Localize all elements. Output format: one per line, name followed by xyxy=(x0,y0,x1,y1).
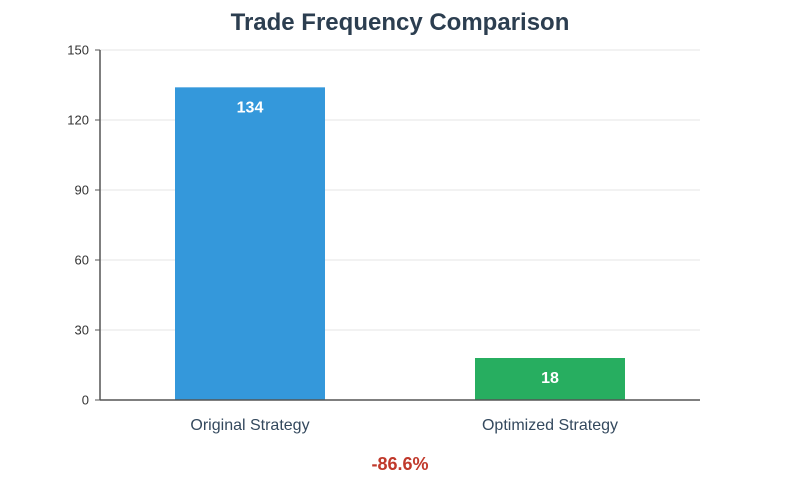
x-category-label: Optimized Strategy xyxy=(482,417,618,434)
percent-change-annotation: -86.6% xyxy=(371,454,428,474)
y-tick-label: 60 xyxy=(75,253,89,268)
y-axis-ticks: 0 30 60 90 120 150 xyxy=(67,43,100,408)
bar xyxy=(175,87,325,400)
x-axis-categories: Original Strategy Optimized Strategy xyxy=(190,417,618,434)
bars: 134 18 xyxy=(175,87,625,400)
bar xyxy=(475,358,625,400)
bar-value-label: 18 xyxy=(541,370,559,387)
x-category-label: Original Strategy xyxy=(190,417,309,434)
y-tick-label: 120 xyxy=(67,113,89,128)
y-tick-label: 30 xyxy=(75,323,89,338)
chart-title: Trade Frequency Comparison xyxy=(231,9,570,36)
y-tick-label: 150 xyxy=(67,43,89,58)
y-tick-label: 0 xyxy=(82,393,89,408)
bar-value-label: 134 xyxy=(237,99,264,116)
y-tick-label: 90 xyxy=(75,183,89,198)
